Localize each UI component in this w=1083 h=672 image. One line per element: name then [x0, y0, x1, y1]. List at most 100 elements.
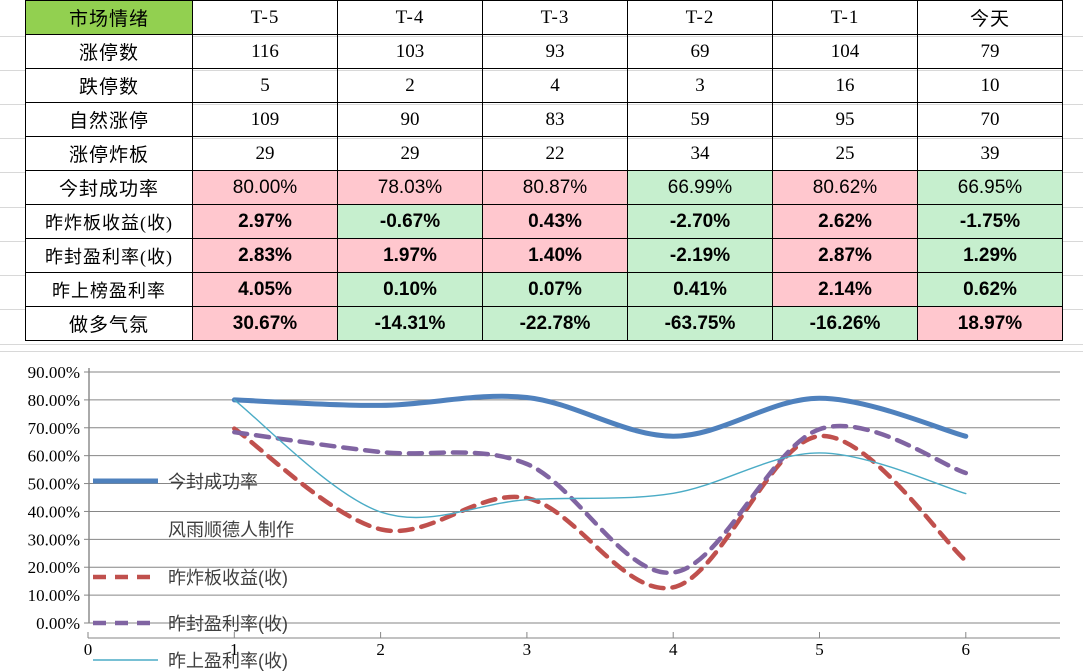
table-cell[interactable]: 16 [772, 68, 918, 103]
chart-canvas: 0.00% 10.00% 20.00% 30.00% 40.00% 50.00% 60.00… [28, 363, 1060, 671]
series-line-1 [231, 393, 969, 439]
table-cell[interactable]: 4.05% [192, 272, 338, 307]
row-label-cell[interactable]: 昨炸板收益(收) [25, 204, 193, 239]
table-cell[interactable]: 1.29% [917, 238, 1063, 273]
x-axis-tick-label: 1 [230, 640, 239, 659]
table-cell[interactable]: -22.78% [482, 306, 628, 341]
table-cell[interactable]: 39 [917, 136, 1063, 171]
table-cell[interactable]: 29 [337, 136, 483, 171]
table-cell[interactable]: 83 [482, 102, 628, 137]
table-row: 今封成功率 80.00% 78.03% 80.87% 66.99% 80.62% 66.95… [25, 170, 1063, 205]
table-cell[interactable]: 22 [482, 136, 628, 171]
table-cell[interactable]: 109 [192, 102, 338, 137]
table-cell[interactable]: 5 [192, 68, 338, 103]
table-cell[interactable]: 90 [337, 102, 483, 137]
legend-label-3[interactable]: 昨封盈利率(收) [168, 614, 288, 634]
table-cell[interactable]: 103 [337, 34, 483, 69]
table-cell[interactable]: 2 [337, 68, 483, 103]
table-header-row: 市场情绪 T-5 T-4 T-3 T-2 T-1 今天 [25, 0, 1063, 35]
table-cell[interactable]: 0.41% [627, 272, 773, 307]
table-cell[interactable]: 66.99% [627, 170, 773, 205]
table-cell[interactable]: 116 [192, 34, 338, 69]
x-axis-tick-label: 2 [376, 640, 385, 659]
table-cell[interactable]: 95 [772, 102, 918, 137]
table-cell[interactable]: -14.31% [337, 306, 483, 341]
table-cell[interactable]: -2.70% [627, 204, 773, 239]
table-cell[interactable]: 80.00% [192, 170, 338, 205]
x-axis-tick-label: 3 [523, 640, 532, 659]
row-label-cell[interactable]: 昨封盈利率(收) [25, 238, 193, 273]
legend-label-4[interactable]: 昨上盈利率(收) [168, 651, 288, 671]
table-cell[interactable]: 30.67% [192, 306, 338, 341]
y-axis-tick-label: 90.00% [28, 363, 80, 382]
y-axis-tick-label: 20.00% [28, 558, 80, 577]
table-title-cell[interactable]: 市场情绪 [25, 0, 193, 35]
column-header-6[interactable]: 今天 [917, 0, 1063, 35]
table-cell[interactable]: -63.75% [627, 306, 773, 341]
y-axis-tick-label: 10.00% [28, 586, 80, 605]
table-cell[interactable]: 1.97% [337, 238, 483, 273]
legend-label-2[interactable]: 昨炸板收益(收) [168, 568, 288, 588]
x-axis-tick-label: 0 [84, 640, 93, 659]
table-cell[interactable]: 1.40% [482, 238, 628, 273]
table-cell[interactable]: -1.75% [917, 204, 1063, 239]
column-header-4[interactable]: T-2 [627, 0, 773, 35]
y-axis-tick-label: 80.00% [28, 391, 80, 410]
table-cell[interactable]: 79 [917, 34, 1063, 69]
table-cell[interactable]: 10 [917, 68, 1063, 103]
row-label-cell[interactable]: 涨停数 [25, 34, 193, 69]
column-header-5[interactable]: T-1 [772, 0, 918, 35]
table-row: 昨炸板收益(收) 2.97% -0.67% 0.43% -2.70% 2.62% -1.75… [25, 204, 1063, 239]
table-cell[interactable]: 29 [192, 136, 338, 171]
table-cell[interactable]: 2.14% [772, 272, 918, 307]
table-cell[interactable]: 0.62% [917, 272, 1063, 307]
row-label-cell[interactable]: 今封成功率 [25, 170, 193, 205]
row-label-cell[interactable]: 做多气氛 [25, 306, 193, 341]
row-label-cell[interactable]: 自然涨停 [25, 102, 193, 137]
table-cell[interactable]: 59 [627, 102, 773, 137]
x-axis-tick-label: 6 [962, 640, 971, 659]
column-header-2[interactable]: T-4 [337, 0, 483, 35]
y-axis-tick-label: 30.00% [28, 530, 80, 549]
table-cell[interactable]: 93 [482, 34, 628, 69]
table-cell[interactable]: 80.87% [482, 170, 628, 205]
y-axis-tick-label: 40.00% [28, 502, 80, 521]
table-cell[interactable]: 70 [917, 102, 1063, 137]
column-header-1[interactable]: T-5 [192, 0, 338, 35]
table-cell[interactable]: 0.07% [482, 272, 628, 307]
row-label-cell[interactable]: 昨上榜盈利率 [25, 272, 193, 307]
table-cell[interactable]: -0.67% [337, 204, 483, 239]
legend-label-1[interactable]: 今封成功率 [168, 472, 258, 492]
column-header-3[interactable]: T-3 [482, 0, 628, 35]
table-cell[interactable]: 2.87% [772, 238, 918, 273]
table-cell[interactable]: 80.62% [772, 170, 918, 205]
table-row: 跌停数 5 2 4 3 16 10 [25, 68, 1063, 103]
table-row: 做多气氛 30.67% -14.31% -22.78% -63.75% -16.26% 18… [25, 306, 1063, 341]
table-cell[interactable]: 0.10% [337, 272, 483, 307]
table-cell[interactable]: 34 [627, 136, 773, 171]
table-cell[interactable]: 0.43% [482, 204, 628, 239]
table-cell[interactable]: 3 [627, 68, 773, 103]
table-cell[interactable]: 4 [482, 68, 628, 103]
table-cell[interactable]: 104 [772, 34, 918, 69]
row-label-cell[interactable]: 跌停数 [25, 68, 193, 103]
table-cell[interactable]: 66.95% [917, 170, 1063, 205]
table-cell[interactable]: 18.97% [917, 306, 1063, 341]
series-line-3 [232, 423, 969, 575]
table-cell[interactable]: 2.83% [192, 238, 338, 273]
y-axis-tick-label: 70.00% [28, 419, 80, 438]
y-axis-tick-label: 0.00% [36, 614, 80, 633]
row-label-cell[interactable]: 涨停炸板 [25, 136, 193, 171]
table-cell[interactable]: 25 [772, 136, 918, 171]
y-axis-tick-label: 60.00% [28, 447, 80, 466]
table-row: 昨封盈利率(收) 2.83% 1.97% 1.40% -2.19% 2.87% 1.29% [25, 238, 1063, 273]
table-cell[interactable]: 69 [627, 34, 773, 69]
table-cell[interactable]: 78.03% [337, 170, 483, 205]
table-cell[interactable]: -2.19% [627, 238, 773, 273]
y-axis-tick-label: 50.00% [28, 475, 80, 494]
table-cell[interactable]: 2.97% [192, 204, 338, 239]
table-cell[interactable]: 2.62% [772, 204, 918, 239]
table-cell[interactable]: -16.26% [772, 306, 918, 341]
x-axis-tick-label: 5 [815, 640, 824, 659]
